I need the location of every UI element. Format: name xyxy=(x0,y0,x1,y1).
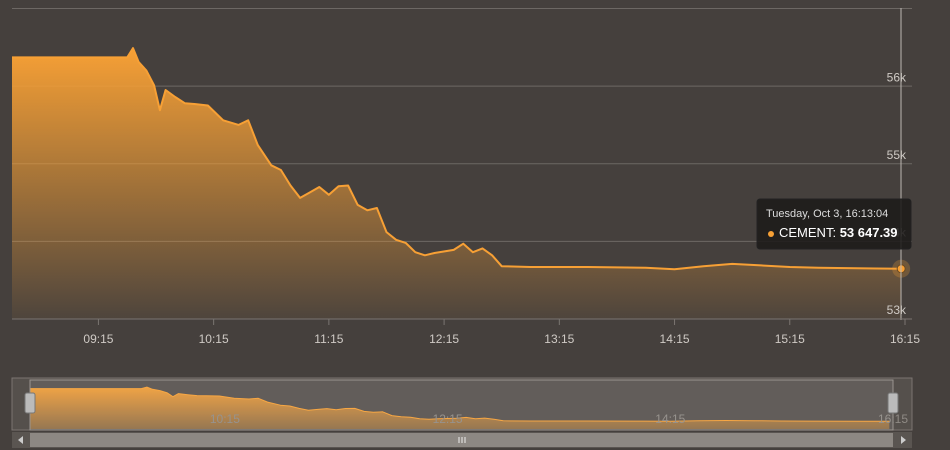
navigator-handle-left[interactable] xyxy=(24,392,36,414)
scroll-left-arrow[interactable] xyxy=(18,436,23,444)
plot xyxy=(12,47,911,319)
y-tick-label: 55k xyxy=(887,148,907,162)
x-tick-label: 10:15 xyxy=(199,332,229,346)
scrollbar-grip xyxy=(458,437,466,443)
navigator-tick-label: 10:15 xyxy=(210,412,240,426)
x-tick-label: 12:15 xyxy=(429,332,459,346)
navigator-selection[interactable] xyxy=(29,379,894,431)
y-tick-label: 53k xyxy=(887,303,907,317)
x-tick-label: 16:15 xyxy=(890,332,920,346)
y-tick-label: 56k xyxy=(887,70,907,84)
navigator-handle-right[interactable] xyxy=(887,392,899,414)
tooltip-series-name: CEMENT xyxy=(779,225,834,240)
navigator-line xyxy=(30,386,890,422)
line xyxy=(12,47,902,271)
tooltip-box xyxy=(756,198,912,250)
x-tick-label: 13:15 xyxy=(544,332,574,346)
tooltip-header: Tuesday, Oct 3, 16:13:04 xyxy=(766,208,888,220)
tooltip-line: CEMENT: 53 647.39 xyxy=(779,225,898,240)
tooltip-bullet xyxy=(768,231,774,237)
navigator-area xyxy=(30,387,890,429)
x-tick-label: 11:15 xyxy=(314,332,343,346)
area xyxy=(12,48,902,319)
tooltip-separator: : xyxy=(832,225,839,240)
x-tick-label: 14:15 xyxy=(660,332,690,346)
x-tick-label: 15:15 xyxy=(775,332,805,346)
tooltip-value: 53 647.39 xyxy=(840,225,898,240)
navigator-tick-label: 12:15 xyxy=(433,412,463,426)
scroll-right-arrow[interactable] xyxy=(901,436,906,444)
x-tick-label: 09:15 xyxy=(83,332,113,346)
navigator-tick-label: 14:15 xyxy=(655,412,685,426)
tooltip: Tuesday, Oct 3, 16:13:04 CEMENT: 53 647.… xyxy=(756,198,912,250)
